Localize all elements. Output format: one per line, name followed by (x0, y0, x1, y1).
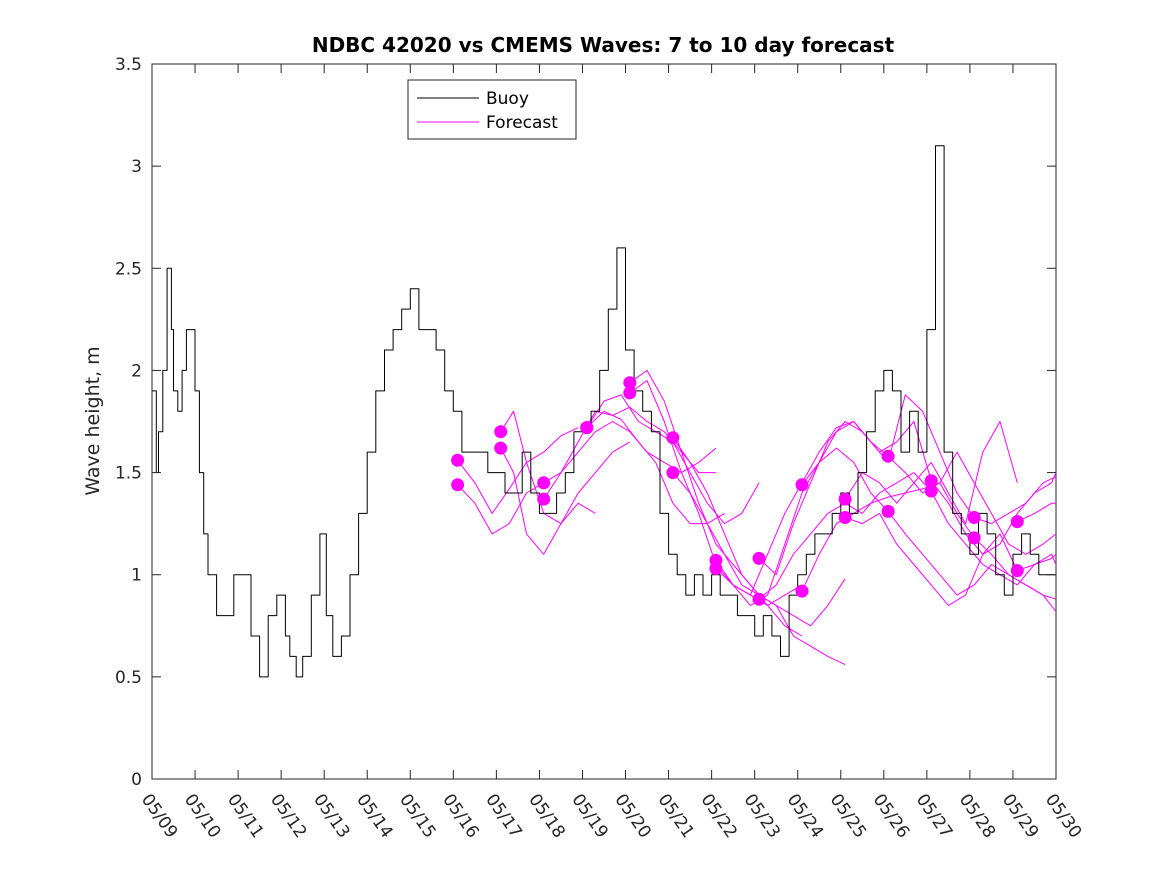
forecast-marker (881, 504, 895, 518)
forecast-marker (709, 562, 723, 576)
forecast-marker (623, 386, 637, 400)
series-forecast-line (457, 482, 544, 535)
y-tick-label: 2 (131, 361, 142, 381)
series-forecast-line (973, 537, 1057, 612)
y-tick-label: 2.5 (115, 259, 142, 279)
y-tick-label: 3.5 (115, 55, 142, 75)
y-tick-label: 1.5 (115, 464, 142, 484)
series-forecast-line (758, 421, 932, 576)
forecast-marker (537, 476, 551, 490)
y-tick-label: 3 (131, 157, 142, 177)
y-tick-label: 1 (131, 566, 142, 586)
forecast-marker (537, 492, 551, 506)
forecast-marker (623, 376, 637, 390)
forecast-marker (924, 484, 938, 498)
legend-label-forecast: Forecast (486, 113, 558, 133)
series-forecast-line (629, 369, 803, 637)
chart-title: NDBC 42020 vs CMEMS Waves: 7 to 10 day f… (312, 33, 895, 57)
legend-box (407, 79, 577, 140)
series-forecast-line (500, 447, 596, 555)
series-forecast-line (844, 512, 1018, 606)
forecast-marker (451, 478, 465, 492)
forecast-marker (580, 421, 594, 435)
legend-label-buoy: Buoy (486, 89, 529, 109)
forecast-marker (666, 431, 680, 445)
forecast-marker (752, 551, 766, 565)
forecast-marker (795, 478, 809, 492)
forecast-marker (838, 511, 852, 524)
legend: Buoy Forecast (407, 79, 577, 140)
series-forecast-line (1017, 553, 1057, 572)
series-forecast-line (844, 421, 1018, 525)
forecast-marker (838, 492, 852, 506)
axis-ticks (151, 63, 1057, 780)
series-forecast-line (974, 476, 1057, 525)
buoy-line-group (152, 145, 1056, 678)
forecast-marker (881, 449, 895, 463)
series-forecast-line (887, 451, 1057, 555)
forecast-marker (494, 441, 508, 455)
y-tick-label: 0 (131, 770, 142, 790)
plot-area (151, 63, 1057, 780)
series-forecast-line (457, 427, 579, 514)
forecast-marker (752, 592, 766, 606)
y-tick-labels: 0 0.5 1 1.5 2 2.5 3 3.5 (115, 55, 142, 790)
forecast-marker (795, 584, 809, 598)
axes-box (151, 63, 1057, 780)
forecast-marker (967, 511, 981, 524)
forecast-marker (494, 425, 508, 439)
forecast-marker (1010, 515, 1024, 529)
y-axis-label: Wave height, m (82, 346, 104, 495)
y-tick-label: 0.5 (115, 668, 142, 688)
forecast-marker (924, 474, 938, 488)
forecast-marker (967, 531, 981, 545)
forecast-marker (1010, 564, 1024, 578)
series-buoy-line (152, 145, 1056, 678)
series-forecast-line (586, 410, 725, 525)
forecast-marker (666, 466, 680, 480)
forecast-markers (451, 376, 1024, 606)
series-forecast-line (1017, 502, 1056, 523)
forecast-marker (451, 453, 465, 467)
